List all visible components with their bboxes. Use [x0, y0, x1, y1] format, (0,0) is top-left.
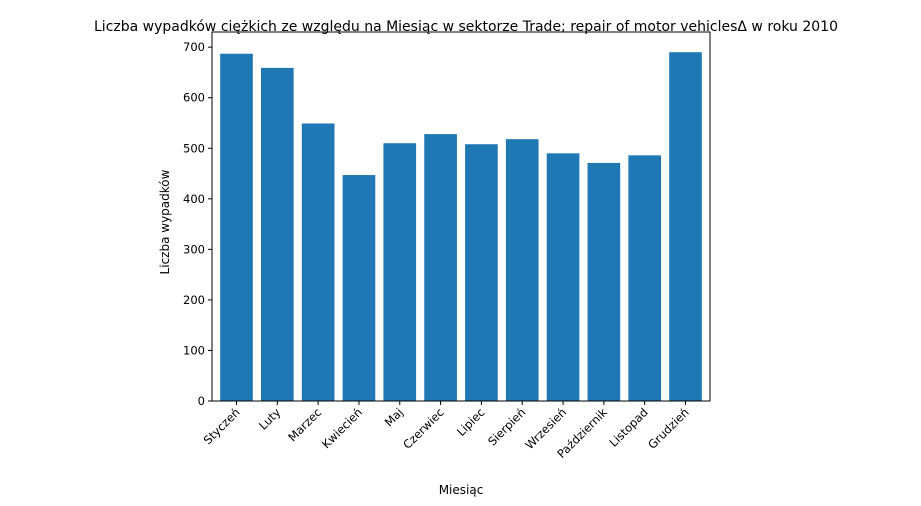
y-tick-label: 100: [183, 343, 205, 357]
bar-czerwiec: [424, 134, 457, 401]
bar-listopad: [628, 155, 662, 401]
y-tick-label: 600: [183, 91, 205, 105]
x-tick-label: Marzec: [285, 405, 324, 444]
x-tick-label: Czerwiec: [400, 405, 447, 452]
plot-frame: [211, 31, 711, 402]
bars-group: [220, 52, 702, 402]
bar-styczeń: [220, 53, 253, 401]
x-tick-label: Styczeń: [201, 405, 243, 447]
x-axis-label: Miesiąc: [439, 483, 484, 497]
bar-kwiecień: [342, 175, 376, 401]
y-axis: 0 100 200 300 400 500 600 700: [183, 40, 212, 408]
y-tick-label: 500: [183, 141, 205, 155]
bar-grudzień: [669, 52, 702, 401]
y-tick-label: 400: [183, 192, 205, 206]
bar-marzec: [301, 123, 335, 401]
x-tick-label: Grudzień: [645, 405, 692, 452]
y-tick-label: 300: [183, 242, 205, 256]
y-tick-label: 0: [198, 394, 205, 408]
y-tick-label: 200: [183, 293, 205, 307]
x-tick-label: Listopad: [606, 405, 650, 449]
y-tick-label: 700: [183, 40, 205, 54]
bar-lipiec: [465, 144, 498, 402]
bar-sierpień: [505, 139, 539, 402]
x-tick-label: Lipiec: [454, 405, 488, 439]
chart-title: Liczba wypadków ciężkich ze względu na M…: [94, 19, 838, 35]
bar-październik: [587, 162, 621, 401]
y-axis-label: Liczba wypadków: [158, 169, 172, 274]
bar-maj: [383, 143, 417, 401]
bar-wrzesień: [546, 153, 580, 401]
x-tick-label: Maj: [382, 405, 406, 429]
x-tick-label: Luty: [256, 405, 284, 433]
x-tick-label: Kwiecień: [319, 405, 365, 451]
bar-luty: [260, 67, 294, 401]
